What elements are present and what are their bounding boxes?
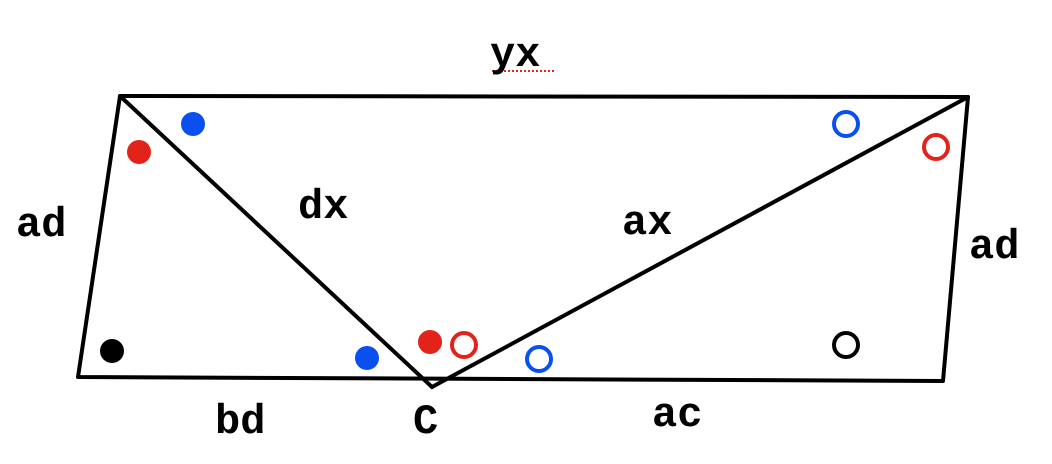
marker-red-filled-top-left (127, 140, 151, 164)
marker-blue-filled-top-left (181, 112, 205, 136)
marker-blue-hollow-top-right (834, 112, 858, 136)
label-yx: yx (490, 31, 540, 79)
label-bd: bd (215, 398, 265, 446)
label-ac: ac (652, 391, 702, 439)
marker-black-hollow-bottom-right (834, 333, 858, 357)
marker-red-hollow-top-right (924, 135, 948, 159)
marker-red-filled-at-c (418, 330, 442, 354)
label-dx: dx (298, 183, 348, 231)
label-c: C (413, 398, 438, 446)
diagonal-ax (432, 97, 968, 387)
diagonal-dx (120, 96, 432, 387)
label-ad-right: ad (969, 223, 1019, 271)
marker-blue-hollow-near-c (527, 347, 551, 371)
marker-black-filled-bottom-left (100, 339, 124, 363)
label-ax: ax (622, 199, 672, 247)
label-ad-left: ad (16, 201, 66, 249)
marker-red-hollow-at-c (452, 333, 476, 357)
marker-blue-filled-near-c (355, 346, 379, 370)
